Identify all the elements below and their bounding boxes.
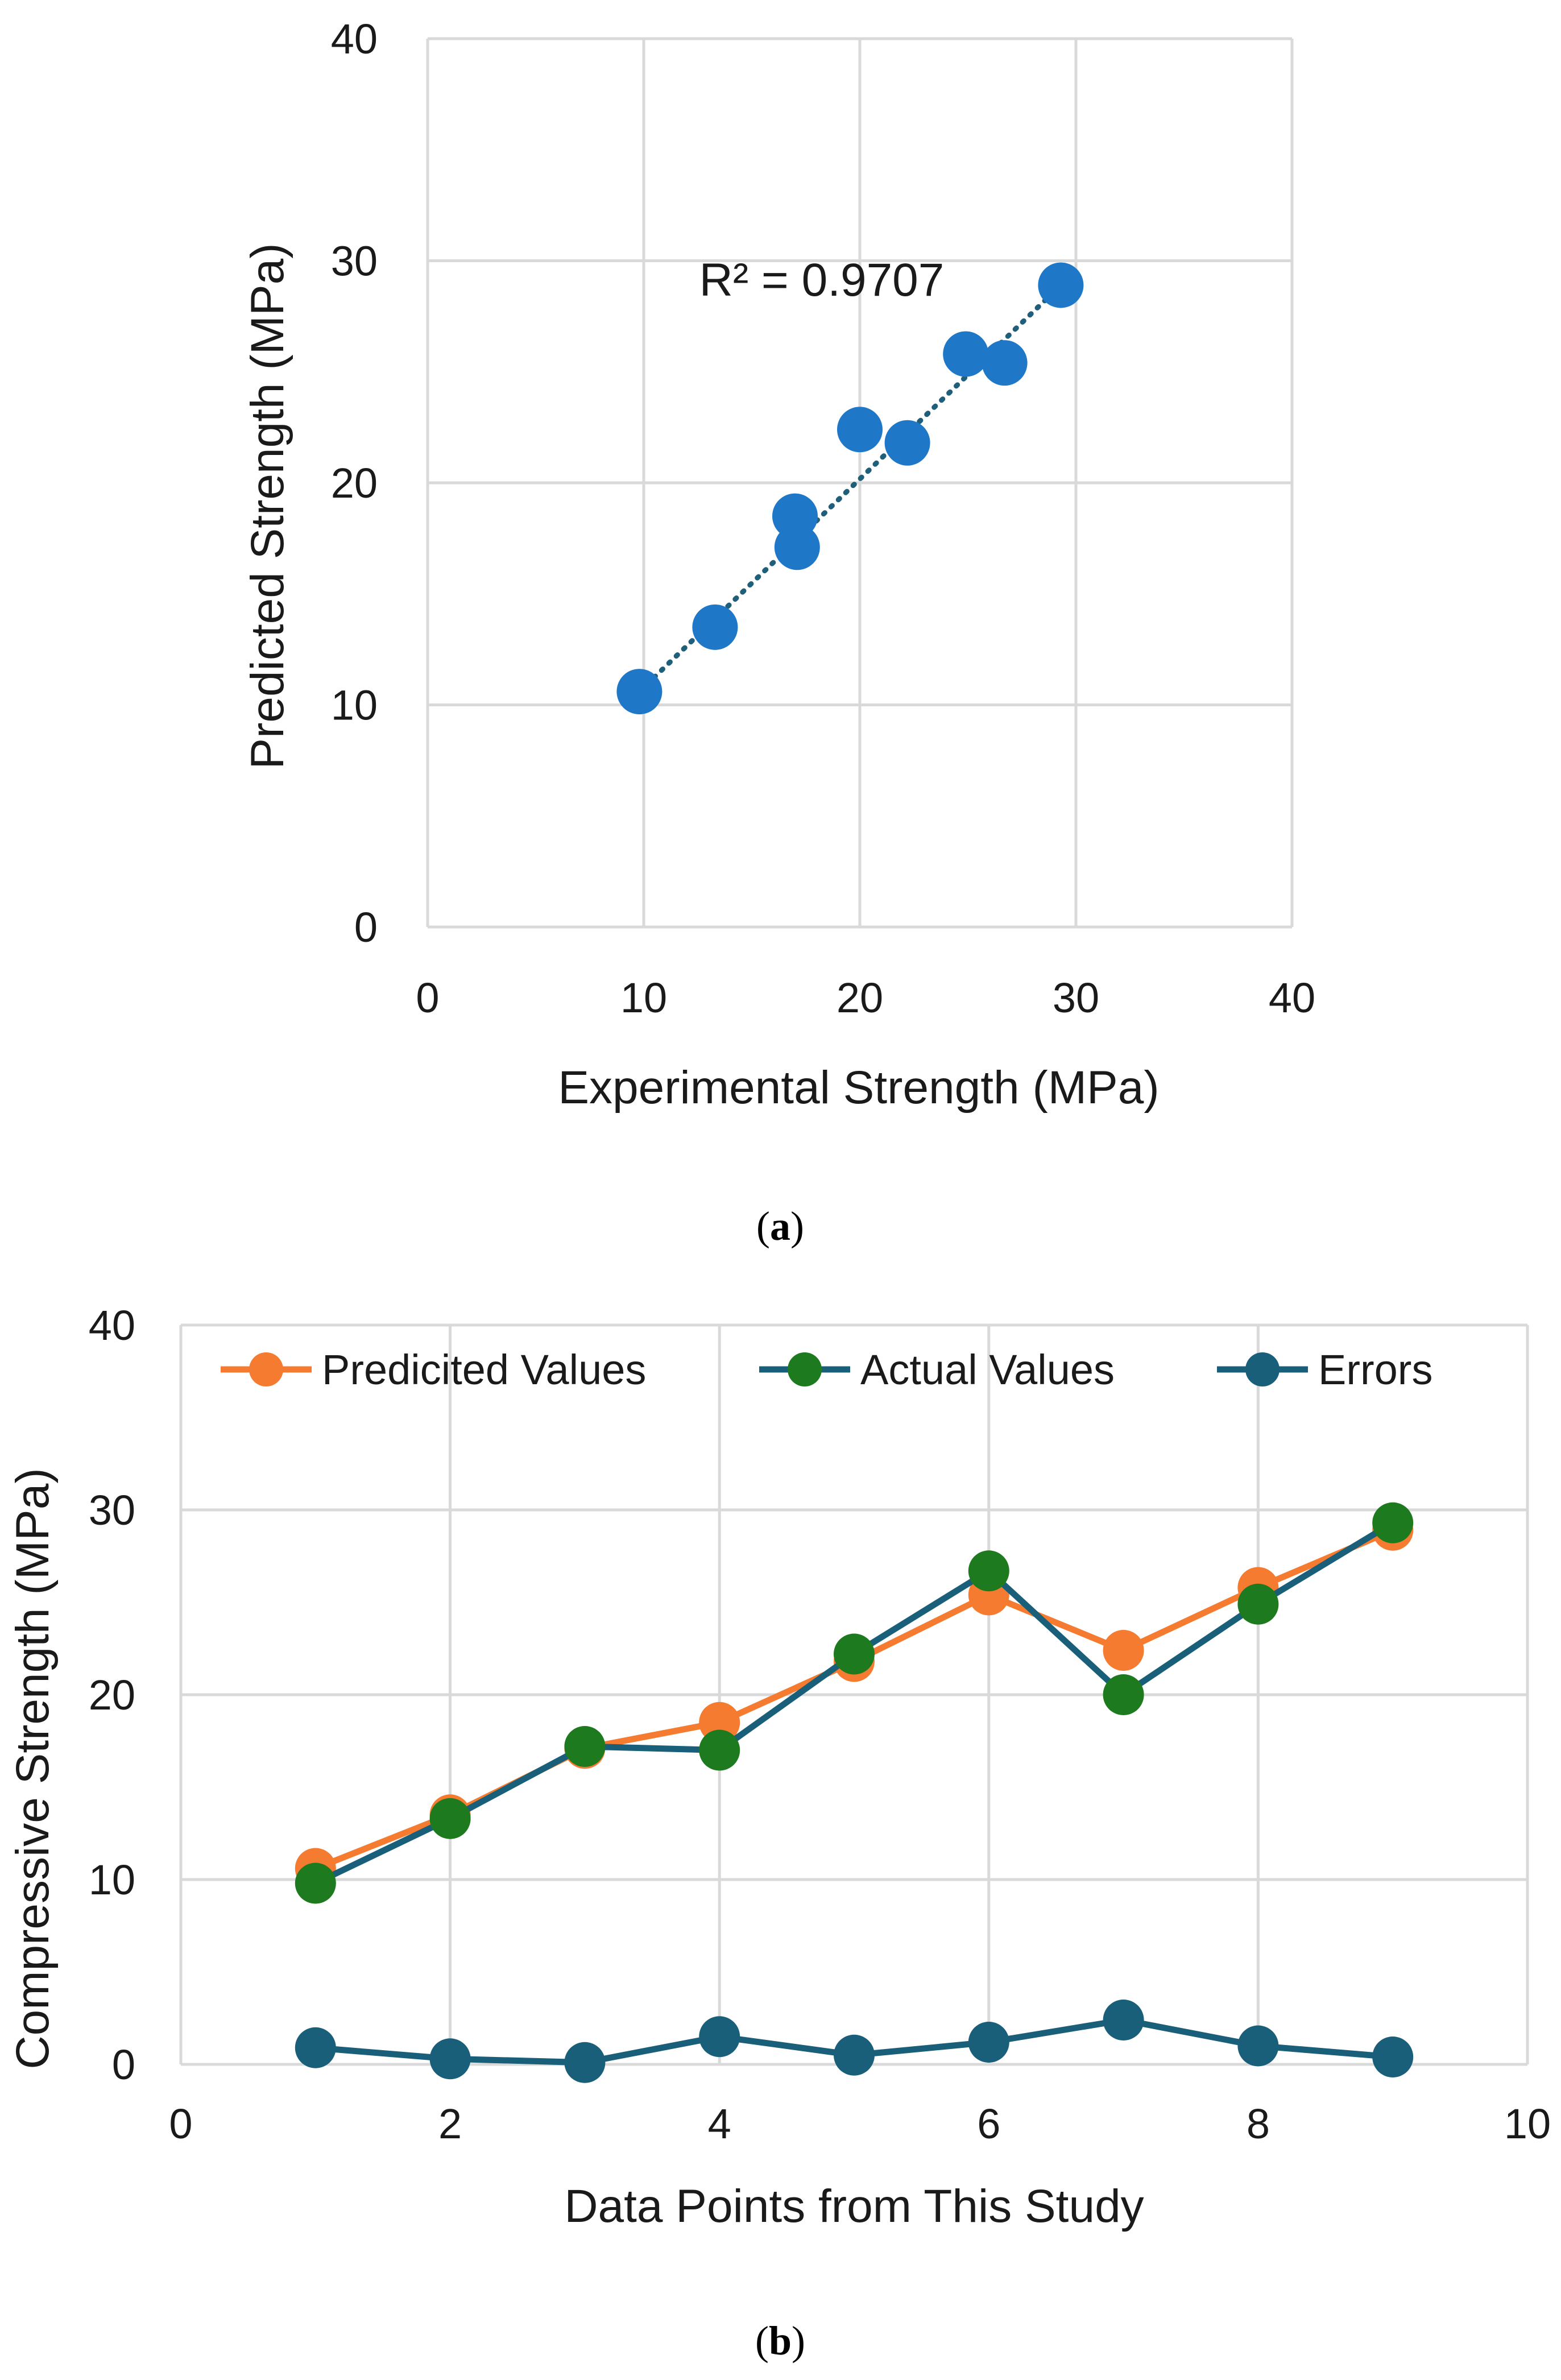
- a-x-tick-label: 0: [416, 974, 439, 1021]
- b-x-tick-label: 2: [438, 2100, 462, 2147]
- a-x-tick-label: 30: [1053, 974, 1099, 1021]
- b-series-2: [295, 2000, 1414, 2083]
- a-x-tick-label: 20: [837, 974, 883, 1021]
- b-y-tick-label: 20: [89, 1671, 135, 1719]
- a-data-point-6: [884, 420, 930, 466]
- b-y-tick-labels: 0 10 20 30 40: [89, 1302, 135, 2088]
- b-x-tick-label: 0: [169, 2100, 192, 2147]
- a-data-point-8: [982, 340, 1028, 386]
- b-series-2-point-7: [1103, 2000, 1144, 2040]
- b-series-2-point-4: [699, 2016, 740, 2058]
- a-data-point-7: [943, 331, 989, 377]
- b-series-1-point-3: [564, 1726, 606, 1767]
- a-y-tick-label: 20: [331, 460, 378, 507]
- b-x-tick-label: 10: [1504, 2100, 1551, 2147]
- a-data-point-2: [692, 604, 738, 650]
- a-y-axis-title: Predicted Strength (MPa): [242, 243, 293, 769]
- a-y-tick-label: 30: [331, 238, 378, 285]
- b-gridlines: [179, 1323, 1529, 2066]
- b-legend-marker-1: [788, 1352, 822, 1386]
- b-legend-marker-0: [249, 1352, 283, 1386]
- b-series-1-point-2: [429, 1798, 471, 1839]
- b-series-2-point-9: [1372, 2037, 1414, 2077]
- b-legend-item-1: Actual Values: [759, 1346, 1115, 1393]
- a-y-tick-label: 0: [354, 904, 378, 951]
- b-legend-item-0: Predicited Values: [221, 1346, 646, 1393]
- b-series-0-point-7: [1103, 1630, 1144, 1671]
- b-y-axis-title: Compressive Strength (MPa): [7, 1468, 59, 2069]
- b-legend-marker-2: [1245, 1352, 1280, 1386]
- b-series-2-point-8: [1237, 2025, 1279, 2067]
- b-x-axis-title: Data Points from This Study: [564, 2180, 1144, 2232]
- a-y-tick-labels: 0 10 20 30 40: [331, 15, 378, 951]
- b-series-1-point-9: [1372, 1502, 1414, 1543]
- a-x-tick-labels: 0 10 20 30 40: [416, 974, 1315, 1021]
- b-x-tick-label: 4: [708, 2100, 731, 2147]
- b-y-tick-label: 40: [89, 1302, 135, 1349]
- a-y-tick-label: 40: [331, 15, 378, 63]
- b-series-group: [295, 1502, 1414, 2083]
- a-x-tick-label: 40: [1269, 974, 1315, 1021]
- b-series-1-point-6: [968, 1550, 1009, 1592]
- a-x-axis-title: Experimental Strength (MPa): [558, 1062, 1159, 1114]
- a-data-point-4: [772, 493, 818, 539]
- b-series-2-point-2: [429, 2038, 471, 2080]
- panel-label-a: (a): [756, 1203, 804, 1249]
- b-series-1-point-5: [834, 1633, 875, 1675]
- b-legend-label-2: Errors: [1318, 1346, 1432, 1393]
- scatter-chart-a: 0 10 20 30 40 0 10 20 30 40 R² = 0.9707 Experime…: [242, 15, 1315, 1249]
- b-series-1: [295, 1502, 1414, 1904]
- b-series-2-point-6: [968, 2022, 1009, 2063]
- a-data-point-9: [1038, 262, 1084, 308]
- a-data-points: [616, 262, 1084, 715]
- b-x-tick-labels: 0 2 4 6 8 10: [169, 2100, 1551, 2147]
- b-legend-label-0: Predicited Values: [322, 1346, 646, 1393]
- line-chart-b: 0 2 4 6 8 10 0 10 20 30 40 Predicited Values Actua…: [7, 1302, 1551, 2364]
- a-data-point-1: [616, 669, 663, 715]
- b-series-2-point-5: [834, 2034, 875, 2076]
- b-legend: Predicited Values Actual Values Errors: [221, 1346, 1432, 1393]
- b-series-2-point-3: [564, 2042, 606, 2083]
- b-legend-item-2: Errors: [1217, 1346, 1432, 1393]
- b-legend-label-1: Actual Values: [860, 1346, 1115, 1393]
- b-series-1-point-8: [1237, 1583, 1279, 1625]
- b-x-tick-label: 8: [1247, 2100, 1270, 2147]
- a-gridlines: [426, 37, 1294, 929]
- b-y-tick-label: 30: [89, 1487, 135, 1534]
- a-x-tick-label: 10: [620, 974, 667, 1021]
- b-y-tick-label: 0: [112, 2041, 135, 2088]
- panel-label-b: (b): [755, 2318, 805, 2364]
- a-data-point-5: [837, 407, 883, 453]
- a-r-squared-annotation: R² = 0.9707: [699, 254, 945, 306]
- b-series-1-point-7: [1103, 1674, 1144, 1715]
- b-series-1-point-1: [295, 1862, 336, 1904]
- b-series-1-point-4: [699, 1729, 740, 1771]
- b-x-tick-label: 6: [977, 2100, 1000, 2147]
- a-y-tick-label: 10: [331, 682, 378, 729]
- b-y-tick-label: 10: [89, 1856, 135, 1903]
- b-series-2-point-1: [295, 2027, 336, 2068]
